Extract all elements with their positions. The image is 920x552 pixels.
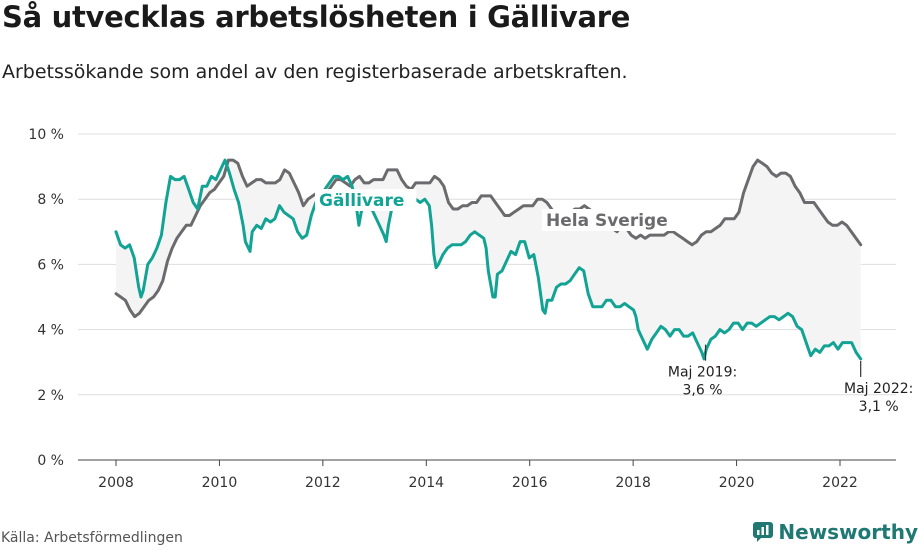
annotations: Maj 2019: 3,6 % Maj 2022: 3,1 %	[668, 344, 913, 415]
x-tick-label: 2020	[719, 475, 755, 491]
series-label-gallivare: Gällivare	[319, 191, 404, 211]
x-tick-label: 2016	[512, 475, 548, 491]
chart-title: Så utvecklas arbetslösheten i Gällivare	[2, 0, 631, 34]
x-tick-label: 2010	[202, 475, 238, 491]
annotation-text: Maj 2022:	[844, 381, 913, 397]
series-label-gallivare-bg	[315, 189, 417, 211]
series-gallivare-line	[114, 158, 863, 361]
brand-logo[interactable]: Newsworthy	[752, 520, 918, 544]
y-tick-label: 4 %	[37, 323, 64, 339]
annotation-text: Maj 2019:	[668, 365, 737, 381]
axes: 0 % 2 % 4 % 6 % 8 % 10 % 2008 2010 2012 2014 2016 2…	[28, 127, 896, 491]
series-labels: Gällivare Hela Sverige	[315, 189, 676, 231]
x-tick-label: 2008	[98, 475, 134, 491]
y-tick-label: 2 %	[37, 388, 64, 404]
x-tick-label: 2018	[615, 475, 651, 491]
y-tick-label: 0 %	[37, 453, 64, 469]
source-note: Källa: Arbetsförmedlingen	[1, 530, 183, 546]
x-tick-label: 2022	[822, 475, 858, 491]
brand-name: Newsworthy	[778, 520, 918, 544]
annotation-text: 3,1 %	[859, 399, 899, 415]
annotation-text: 3,6 %	[683, 383, 723, 399]
y-tick-label: 8 %	[37, 192, 64, 208]
x-tick-label: 2012	[305, 475, 341, 491]
y-tick-label: 10 %	[28, 127, 64, 143]
series-label-hela-sverige-bg	[542, 209, 676, 231]
newsworthy-icon	[753, 522, 774, 542]
x-tick-label: 2014	[408, 475, 444, 491]
series-lines	[114, 158, 863, 361]
series-label-hela-sverige: Hela Sverige	[546, 211, 668, 231]
y-tick-label: 6 %	[37, 257, 64, 273]
chart-subtitle: Arbetssökande som andel av den registerb…	[2, 61, 628, 83]
series-hela-sverige-line	[114, 158, 863, 319]
